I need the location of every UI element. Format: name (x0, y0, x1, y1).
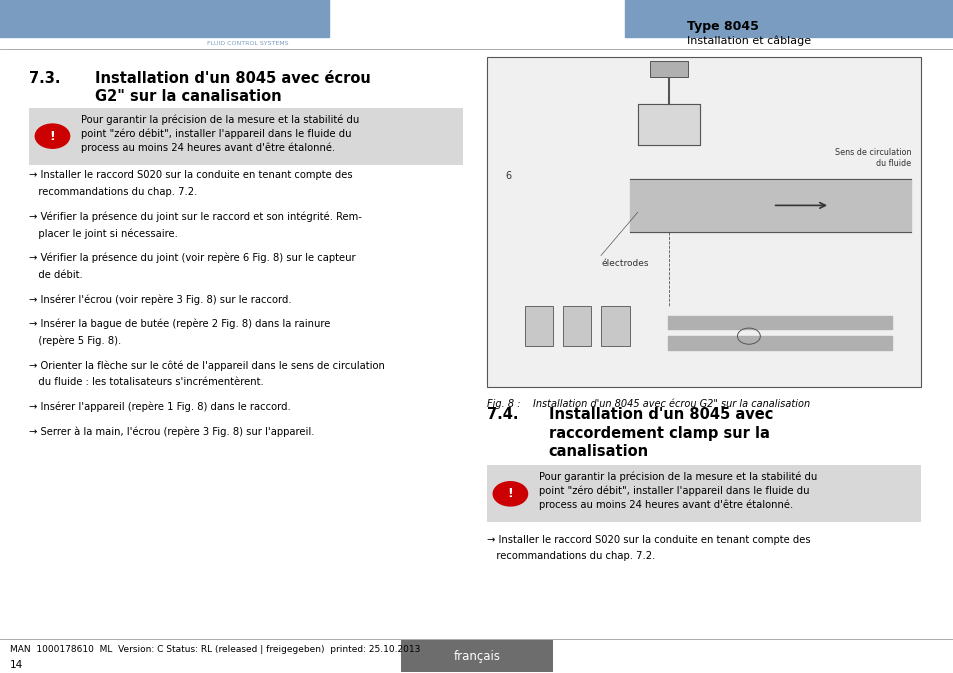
Text: raccordement clamp sur la: raccordement clamp sur la (548, 425, 769, 441)
Text: Installation et câblage: Installation et câblage (686, 35, 810, 46)
Text: placer le joint si nécessaire.: placer le joint si nécessaire. (29, 228, 177, 239)
Text: Sens de circulation
du fluide: Sens de circulation du fluide (834, 148, 910, 168)
Text: FLUID CONTROL SYSTEMS: FLUID CONTROL SYSTEMS (207, 41, 289, 46)
Text: !: ! (50, 130, 55, 143)
Text: → Orienter la flèche sur le côté de l'appareil dans le sens de circulation: → Orienter la flèche sur le côté de l'ap… (29, 360, 384, 371)
Text: 6: 6 (505, 170, 511, 180)
Text: → Vérifier la présence du joint sur le raccord et son intégrité. Rem-: → Vérifier la présence du joint sur le r… (29, 211, 361, 222)
Text: G2" sur la canalisation: G2" sur la canalisation (95, 89, 282, 104)
Text: → Insérer la bague de butée (repère 2 Fig. 8) dans la rainure: → Insérer la bague de butée (repère 2 Fi… (29, 319, 330, 329)
Text: !: ! (507, 487, 513, 500)
Text: 14: 14 (10, 660, 23, 670)
Text: recommandations du chap. 7.2.: recommandations du chap. 7.2. (29, 187, 196, 197)
Text: 7.4.: 7.4. (486, 406, 517, 422)
Text: → Serrer à la main, l'écrou (repère 3 Fig. 8) sur l'appareil.: → Serrer à la main, l'écrou (repère 3 Fi… (29, 426, 314, 437)
FancyBboxPatch shape (29, 108, 462, 165)
Bar (562, 306, 591, 346)
Text: Pour garantir la précision de la mesure et la stabilité du
point "zéro débit", i: Pour garantir la précision de la mesure … (538, 472, 817, 510)
Text: bürkert: bürkert (207, 21, 289, 40)
Bar (0, 0, 329, 37)
Text: Pour garantir la précision de la mesure et la stabilité du
point "zéro débit", i: Pour garantir la précision de la mesure … (81, 114, 359, 153)
Text: → Installer le raccord S020 sur la conduite en tenant compte des: → Installer le raccord S020 sur la condu… (29, 170, 352, 180)
Text: → Installer le raccord S020 sur la conduite en tenant compte des: → Installer le raccord S020 sur la condu… (486, 534, 809, 544)
Text: Installation d'un 8045 avec écrou: Installation d'un 8045 avec écrou (95, 71, 371, 85)
Text: français: français (453, 649, 500, 663)
Text: Installation d'un 8045 avec: Installation d'un 8045 avec (548, 406, 772, 422)
Text: → Vérifier la présence du joint (voir repère 6 Fig. 8) sur le capteur: → Vérifier la présence du joint (voir re… (29, 253, 355, 263)
Text: électrodes: électrodes (600, 258, 648, 268)
Circle shape (35, 124, 70, 148)
Bar (600, 306, 629, 346)
Bar (524, 306, 553, 346)
Text: 7.3.: 7.3. (29, 71, 60, 85)
Bar (624, 0, 953, 37)
FancyBboxPatch shape (486, 465, 920, 522)
Text: du fluide : les totalisateurs s'incrémentèrent.: du fluide : les totalisateurs s'incrémen… (29, 377, 263, 387)
Bar (400, 640, 553, 672)
Circle shape (493, 482, 527, 506)
Text: recommandations du chap. 7.2.: recommandations du chap. 7.2. (486, 551, 654, 561)
Text: Type 8045: Type 8045 (686, 20, 758, 34)
Bar (649, 61, 687, 77)
Bar (486, 57, 920, 386)
Text: canalisation: canalisation (548, 444, 648, 460)
Text: → Insérer l'écrou (voir repère 3 Fig. 8) sur le raccord.: → Insérer l'écrou (voir repère 3 Fig. 8)… (29, 294, 291, 305)
Text: → Insérer l'appareil (repère 1 Fig. 8) dans le raccord.: → Insérer l'appareil (repère 1 Fig. 8) d… (29, 402, 290, 412)
Text: de débit.: de débit. (29, 270, 82, 280)
Text: (repère 5 Fig. 8).: (repère 5 Fig. 8). (29, 336, 121, 347)
Text: Fig. 8 :    Installation d'un 8045 avec écrou G2" sur la canalisation: Fig. 8 : Installation d'un 8045 avec écr… (486, 398, 809, 409)
Text: MAN  1000178610  ML  Version: C Status: RL (released | freigegeben)  printed: 25: MAN 1000178610 ML Version: C Status: RL … (10, 645, 419, 654)
